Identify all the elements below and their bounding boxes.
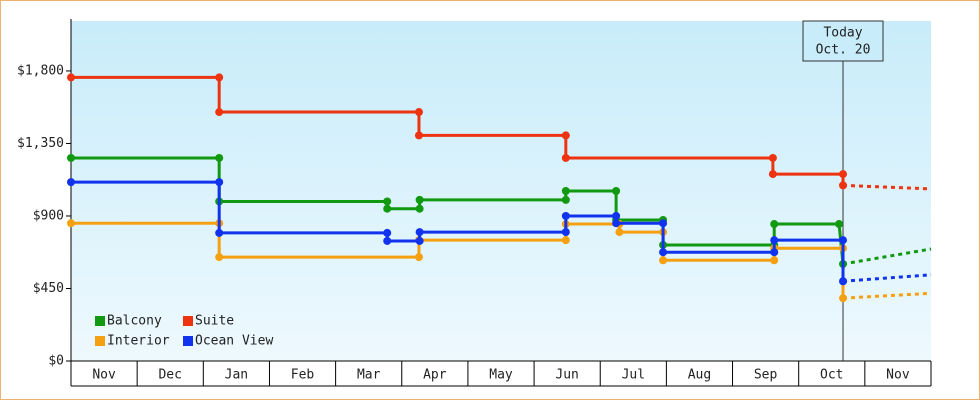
price-point	[839, 170, 848, 179]
price-point	[414, 108, 423, 117]
price-point	[659, 219, 668, 228]
x-tick-label: Jul	[622, 368, 645, 383]
y-tick-label: $900	[33, 208, 64, 223]
forecast-line	[842, 183, 932, 191]
price-point	[659, 248, 668, 257]
x-tick-label: Sep	[754, 368, 778, 383]
price-point	[839, 294, 848, 303]
today-box	[802, 20, 884, 62]
legend-label: Suite	[195, 314, 234, 329]
price-point	[215, 108, 224, 117]
price-point	[561, 131, 570, 140]
x-tick-label: Feb	[291, 368, 315, 383]
forecast-line	[842, 291, 932, 300]
forecast-line	[842, 273, 932, 283]
y-tick-label: $450	[33, 281, 64, 296]
price-point	[67, 73, 75, 82]
y-tick-label: $1,800	[17, 63, 64, 78]
price-point	[770, 236, 779, 245]
today-date: Oct. 20	[816, 43, 871, 58]
price-point	[67, 178, 75, 187]
plot-area	[71, 21, 931, 361]
price-point	[67, 153, 75, 162]
price-point	[561, 211, 570, 220]
price-point	[383, 197, 392, 206]
price-point	[383, 228, 392, 237]
price-point	[561, 187, 570, 195]
x-tick-label: May	[489, 368, 513, 383]
y-tick-label: $0	[48, 354, 64, 369]
price-point	[415, 236, 424, 245]
x-tick-label: Aug	[688, 368, 711, 383]
price-point	[612, 211, 621, 220]
price-point	[561, 236, 570, 245]
price-point	[835, 220, 844, 229]
price-point	[215, 178, 224, 187]
price-point	[612, 219, 621, 228]
price-point	[67, 219, 75, 228]
price-point	[215, 253, 224, 262]
price-point	[215, 228, 224, 237]
price-point	[770, 220, 779, 229]
legend-swatch	[95, 336, 105, 346]
price-point	[561, 153, 570, 162]
price-point	[839, 181, 848, 190]
price-point	[659, 256, 668, 265]
legend-swatch	[183, 316, 193, 326]
x-tick-label: Mar	[357, 368, 381, 383]
x-tick-label: Nov	[886, 368, 910, 383]
price-point	[768, 153, 777, 162]
x-tick-label: Apr	[423, 368, 447, 383]
price-point	[839, 236, 848, 245]
price-point	[770, 256, 779, 265]
price-point	[414, 253, 423, 262]
forecast-line	[842, 247, 932, 266]
x-tick-label: Oct	[820, 368, 843, 383]
x-tick-label: Jan	[225, 368, 248, 383]
price-point	[414, 131, 423, 140]
price-point	[383, 236, 392, 245]
price-point	[215, 73, 224, 82]
legend-swatch	[183, 336, 193, 346]
price-point	[561, 228, 570, 237]
legend-swatch	[95, 316, 105, 326]
price-point	[561, 195, 570, 204]
y-tick-label: $1,350	[17, 136, 64, 151]
price-point	[415, 195, 424, 204]
price-point	[768, 170, 777, 179]
price-point	[415, 204, 424, 213]
price-point	[383, 204, 392, 213]
price-point	[770, 248, 779, 257]
legend-label: Balcony	[107, 314, 162, 329]
x-tick-label: Dec	[158, 368, 181, 383]
price-point	[415, 228, 424, 237]
price-point	[615, 228, 624, 237]
x-tick-label: Nov	[92, 368, 116, 383]
price-point	[215, 153, 224, 162]
legend-label: Ocean View	[195, 334, 273, 349]
x-tick-label: Jun	[555, 368, 578, 383]
price-point	[839, 277, 848, 286]
price-point	[612, 187, 621, 195]
legend-label: Interior	[107, 334, 170, 349]
today-label: Today	[823, 26, 862, 41]
